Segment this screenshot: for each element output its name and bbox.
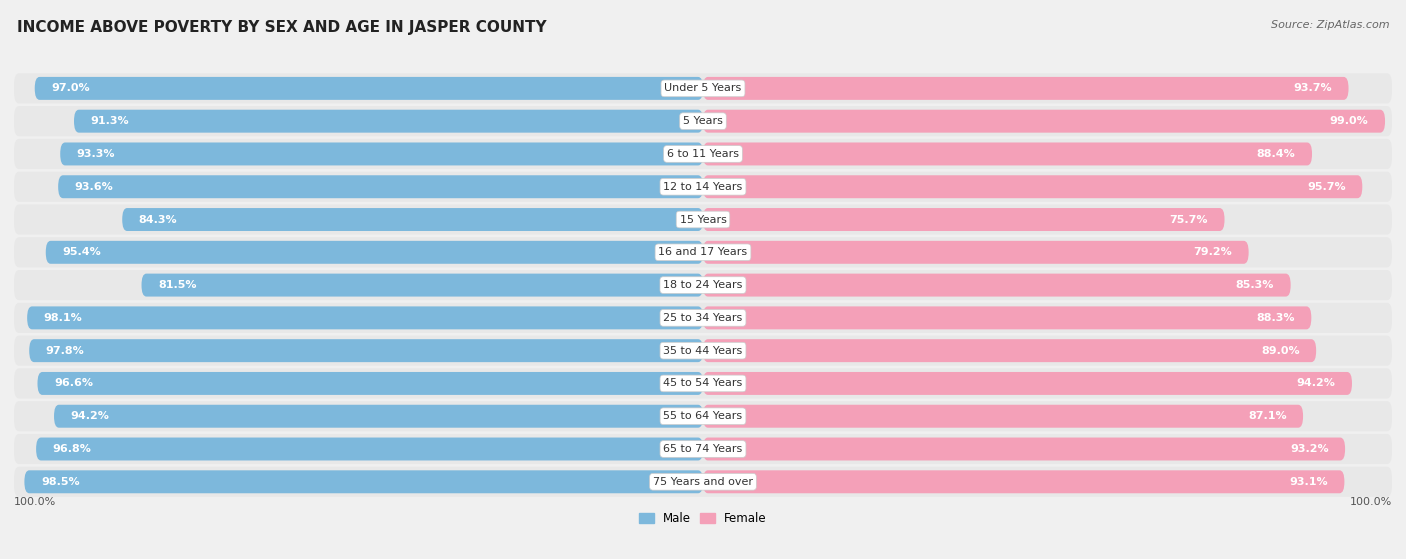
Text: 85.3%: 85.3% (1236, 280, 1274, 290)
FancyBboxPatch shape (703, 306, 1312, 329)
FancyBboxPatch shape (703, 110, 1385, 132)
Text: 6 to 11 Years: 6 to 11 Years (666, 149, 740, 159)
Text: 93.1%: 93.1% (1289, 477, 1327, 487)
Text: 94.2%: 94.2% (1296, 378, 1336, 389)
FancyBboxPatch shape (35, 77, 703, 100)
FancyBboxPatch shape (14, 467, 1392, 497)
FancyBboxPatch shape (703, 405, 1303, 428)
Text: 99.0%: 99.0% (1330, 116, 1368, 126)
Text: 97.0%: 97.0% (51, 83, 90, 93)
Text: 45 to 54 Years: 45 to 54 Years (664, 378, 742, 389)
FancyBboxPatch shape (14, 73, 1392, 103)
FancyBboxPatch shape (14, 139, 1392, 169)
Text: 88.4%: 88.4% (1257, 149, 1295, 159)
FancyBboxPatch shape (14, 270, 1392, 300)
Text: 89.0%: 89.0% (1261, 345, 1299, 356)
FancyBboxPatch shape (30, 339, 703, 362)
FancyBboxPatch shape (37, 438, 703, 461)
FancyBboxPatch shape (703, 176, 1362, 198)
Text: 94.2%: 94.2% (70, 411, 110, 421)
Legend: Male, Female: Male, Female (634, 508, 772, 530)
Text: 65 to 74 Years: 65 to 74 Years (664, 444, 742, 454)
Text: 55 to 64 Years: 55 to 64 Years (664, 411, 742, 421)
FancyBboxPatch shape (703, 273, 1291, 297)
Text: 93.6%: 93.6% (75, 182, 114, 192)
FancyBboxPatch shape (60, 143, 703, 165)
FancyBboxPatch shape (14, 106, 1392, 136)
FancyBboxPatch shape (38, 372, 703, 395)
FancyBboxPatch shape (703, 208, 1225, 231)
Text: 84.3%: 84.3% (139, 215, 177, 225)
FancyBboxPatch shape (703, 241, 1249, 264)
Text: Source: ZipAtlas.com: Source: ZipAtlas.com (1271, 20, 1389, 30)
Text: 88.3%: 88.3% (1257, 313, 1295, 323)
FancyBboxPatch shape (703, 339, 1316, 362)
FancyBboxPatch shape (703, 77, 1348, 100)
Text: 75.7%: 75.7% (1170, 215, 1208, 225)
FancyBboxPatch shape (703, 143, 1312, 165)
Text: 79.2%: 79.2% (1194, 247, 1232, 257)
FancyBboxPatch shape (27, 306, 703, 329)
Text: 98.1%: 98.1% (44, 313, 83, 323)
Text: 93.7%: 93.7% (1294, 83, 1331, 93)
FancyBboxPatch shape (14, 303, 1392, 333)
FancyBboxPatch shape (122, 208, 703, 231)
Text: 87.1%: 87.1% (1249, 411, 1286, 421)
Text: 93.2%: 93.2% (1289, 444, 1329, 454)
Text: 95.7%: 95.7% (1308, 182, 1346, 192)
Text: 18 to 24 Years: 18 to 24 Years (664, 280, 742, 290)
FancyBboxPatch shape (703, 438, 1346, 461)
FancyBboxPatch shape (14, 237, 1392, 267)
FancyBboxPatch shape (703, 372, 1353, 395)
FancyBboxPatch shape (24, 470, 703, 493)
Text: 75 Years and over: 75 Years and over (652, 477, 754, 487)
Text: 91.3%: 91.3% (90, 116, 129, 126)
Text: 98.5%: 98.5% (41, 477, 80, 487)
FancyBboxPatch shape (14, 335, 1392, 366)
Text: 25 to 34 Years: 25 to 34 Years (664, 313, 742, 323)
Text: 97.8%: 97.8% (46, 345, 84, 356)
FancyBboxPatch shape (14, 172, 1392, 202)
Text: 100.0%: 100.0% (14, 497, 56, 507)
Text: INCOME ABOVE POVERTY BY SEX AND AGE IN JASPER COUNTY: INCOME ABOVE POVERTY BY SEX AND AGE IN J… (17, 20, 547, 35)
Text: Under 5 Years: Under 5 Years (665, 83, 741, 93)
Text: 16 and 17 Years: 16 and 17 Years (658, 247, 748, 257)
Text: 5 Years: 5 Years (683, 116, 723, 126)
FancyBboxPatch shape (53, 405, 703, 428)
Text: 15 Years: 15 Years (679, 215, 727, 225)
FancyBboxPatch shape (142, 273, 703, 297)
FancyBboxPatch shape (75, 110, 703, 132)
FancyBboxPatch shape (14, 434, 1392, 464)
Text: 81.5%: 81.5% (157, 280, 197, 290)
Text: 96.8%: 96.8% (52, 444, 91, 454)
Text: 35 to 44 Years: 35 to 44 Years (664, 345, 742, 356)
FancyBboxPatch shape (14, 401, 1392, 432)
Text: 93.3%: 93.3% (77, 149, 115, 159)
FancyBboxPatch shape (46, 241, 703, 264)
Text: 12 to 14 Years: 12 to 14 Years (664, 182, 742, 192)
Text: 100.0%: 100.0% (1350, 497, 1392, 507)
FancyBboxPatch shape (58, 176, 703, 198)
FancyBboxPatch shape (703, 470, 1344, 493)
Text: 95.4%: 95.4% (62, 247, 101, 257)
FancyBboxPatch shape (14, 205, 1392, 235)
FancyBboxPatch shape (14, 368, 1392, 399)
Text: 96.6%: 96.6% (53, 378, 93, 389)
